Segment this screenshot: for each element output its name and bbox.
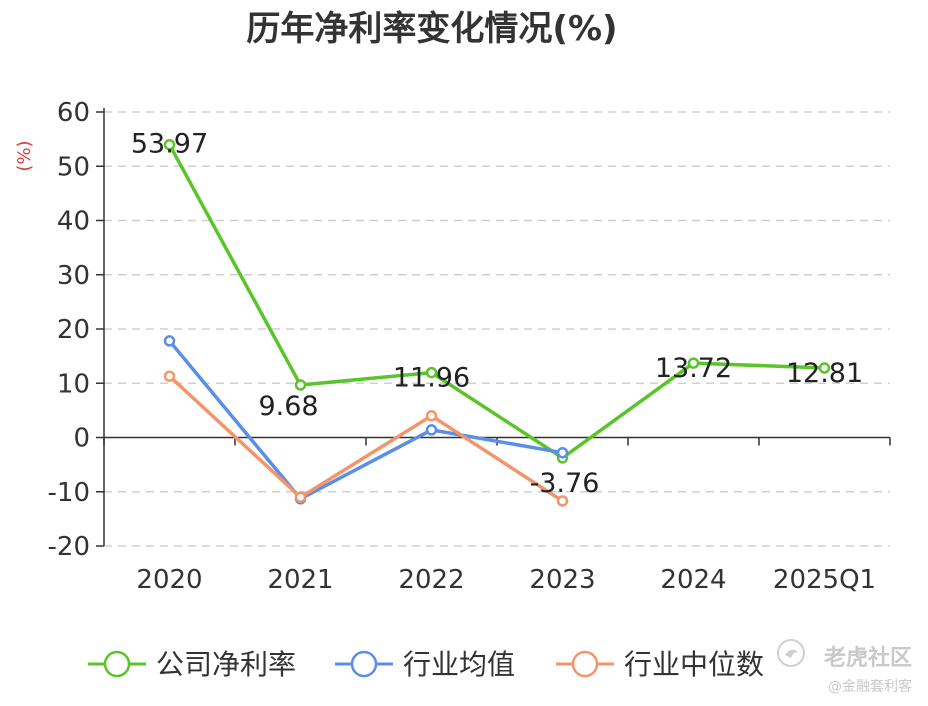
- legend-item-2[interactable]: 行业均值: [335, 648, 515, 681]
- data-label: 11.96: [393, 363, 470, 394]
- legend-marker: [571, 650, 599, 678]
- watermark-title: 老虎社区: [823, 646, 912, 671]
- data-point: [163, 370, 176, 382]
- y-tick-label: -20: [48, 532, 90, 562]
- data-point: [818, 362, 831, 374]
- data-label: -3.76: [530, 468, 600, 499]
- series-line: [168, 374, 564, 503]
- x-tick-label: 2022: [398, 565, 464, 595]
- series: [163, 138, 831, 507]
- legend-label: 公司净利率: [156, 648, 296, 681]
- series-line: [168, 339, 563, 501]
- y-tick-label: 40: [57, 207, 90, 237]
- data-point: [163, 335, 176, 347]
- x-tick-label: 2025Q1: [773, 565, 876, 595]
- legend-label: 行业均值: [403, 648, 515, 681]
- watermark-author: @金融套利客: [828, 679, 912, 695]
- data-point: [556, 495, 569, 507]
- data-point: [294, 491, 307, 503]
- data-point: [425, 410, 438, 422]
- legend-marker: [103, 650, 131, 678]
- data-point: [163, 138, 176, 151]
- legend-item-3[interactable]: 行业中位数: [556, 648, 764, 681]
- y-tick-label: 10: [57, 369, 90, 399]
- x-tick-label: 2024: [660, 565, 726, 595]
- data-point: [425, 424, 438, 436]
- legend[interactable]: 公司净利率 行业均值 行业中位数: [88, 648, 764, 681]
- y-tick-label: 20: [57, 315, 90, 345]
- chart-title: 历年净利率变化情况(%): [246, 9, 617, 49]
- axes: 60 50 40 30 20 10 0 -10 -20 2020 2021 2022 2023 2024 2…: [48, 98, 891, 595]
- y-tick-label: 0: [73, 424, 90, 454]
- y-tick-label: 60: [57, 98, 90, 128]
- y-tick-label: 50: [57, 152, 90, 182]
- data-point: [556, 446, 569, 459]
- data-label: 12.81: [786, 358, 863, 389]
- data-point: [294, 379, 307, 391]
- data-label: 13.72: [655, 353, 732, 384]
- data-labels: 53.97 9.68 11.96 -3.76 13.72 12.81: [131, 129, 863, 499]
- y-tick-label: 30: [57, 261, 90, 291]
- legend-marker: [350, 650, 378, 678]
- y-axis-label: (%): [14, 140, 35, 171]
- y-tick-label: -10: [48, 478, 90, 508]
- data-point: [687, 357, 700, 369]
- data-point: [425, 366, 438, 379]
- x-tick-label: 2020: [136, 565, 202, 595]
- legend-item-1[interactable]: 公司净利率: [88, 648, 296, 681]
- series-1: [163, 138, 831, 464]
- x-tick-label: 2021: [267, 565, 333, 595]
- series-3: [163, 370, 569, 507]
- legend-label: 行业中位数: [624, 648, 764, 681]
- grid: [104, 111, 890, 547]
- data-label: 9.68: [258, 391, 318, 422]
- tiger-logo-icon: [777, 639, 805, 667]
- series-line: [167, 143, 825, 460]
- x-tick-label: 2023: [529, 565, 595, 595]
- data-label: 53.97: [131, 129, 208, 160]
